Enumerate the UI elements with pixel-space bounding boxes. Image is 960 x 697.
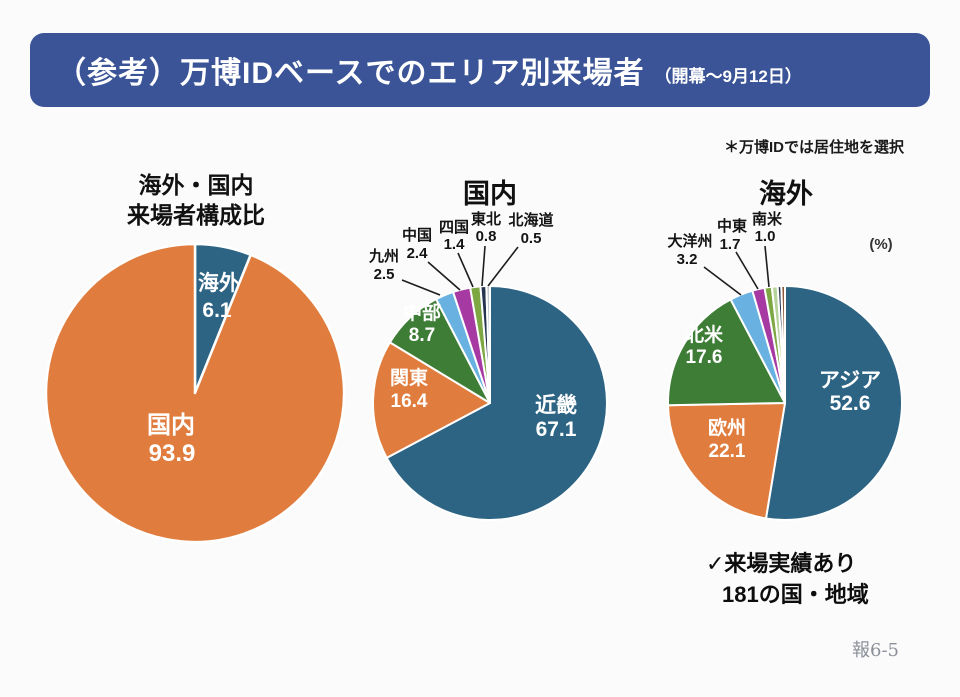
pie-value-九州: 2.5 [374,266,395,283]
pie-value-アジア: 52.6 [830,392,871,415]
pie-label-国内: 国内 [147,412,195,439]
page-title: （参考）万博IDベースでのエリア別来場者 [56,57,645,90]
pie-label-関東: 関東 [390,366,428,389]
pie-chart-overseas: アジア 52.6 欧州 22.1 北米 17.6 大洋州 3.2 中東 1.7 南米 1.0 (%) [650,200,930,530]
pie-value-海外: 6.1 [202,299,232,322]
pie-value-中東: 1.7 [720,236,741,253]
pie-label-北米: 北米 [685,323,724,346]
pie-label-南米: 南米 [752,210,783,228]
pie-label-中国: 中国 [402,226,432,244]
leader-line [457,252,474,288]
pie-value-南米: 1.0 [755,228,776,245]
leader-line [401,279,441,296]
pie-value-中国: 2.4 [407,245,429,262]
pie-value-近畿: 67.1 [536,418,577,441]
pie-label-欧州: 欧州 [708,416,746,439]
pie-value-東北: 0.8 [476,228,497,245]
pie-chart-domestic: 近畿 67.1 関東 16.4 中部 8.7 九州 2.5 中国 2.4 四国 1.4 東北 0.8 北海道… [360,200,640,530]
pie-label-九州: 九州 [368,247,399,265]
pie-value-関東: 16.4 [391,391,428,412]
domestic-chart-title: 国内 [463,179,517,209]
composition-chart-title-line2: 来場者構成比 [127,202,265,228]
composition-chart-title-line1: 海外・国内 [138,172,254,198]
leader-line [764,245,770,288]
residence-note: ＊万博IDでは居住地を選択 [723,139,904,156]
pie-slice-欧州 [667,402,786,520]
pie-label-中東: 中東 [717,217,747,235]
visit-record-note-line1: ✓来場実績あり [706,551,857,576]
pie-slice-国内 [44,242,346,544]
pie-slice-北米 [667,298,786,407]
pie-label-四国: 四国 [439,219,469,236]
pie-label-大洋州: 大洋州 [667,232,712,250]
pie-label-海外: 海外 [198,271,240,295]
page-title-period: （開幕～9月12日） [654,66,802,86]
pie-value-北米: 17.6 [686,347,723,368]
pie-label-近畿: 近畿 [535,393,577,417]
page-number: 報6-5 [852,640,899,661]
pie-label-中部: 中部 [403,301,441,324]
leader-line [427,261,461,291]
pie-label-北海道: 北海道 [508,211,553,229]
leader-line [487,246,519,287]
percent-unit-label: (%) [869,236,892,253]
pie-slice-アジア [764,285,903,521]
overseas-chart-title: 海外 [759,179,813,209]
pie-value-中部: 8.7 [409,325,435,346]
pie-slice-関東 [372,341,491,459]
leader-line [735,251,759,290]
pie-value-国内: 93.9 [149,440,196,467]
leader-line [481,245,486,287]
pie-slice-segment-8 [780,285,786,404]
pie-chart-composition: 海外 6.1 国内 93.9 [35,240,355,550]
composition-chart-title: 海外・国内 来場者構成比 [76,170,316,230]
pie-label-アジア: アジア [819,369,881,392]
header: （参考）万博IDベースでのエリア別来場者 （開幕～9月12日） [30,33,930,107]
visit-record-note-line2: 181の国・地域 [722,582,869,607]
pie-slice-近畿 [385,285,608,521]
pie-value-北海道: 0.5 [521,230,542,247]
pie-label-東北: 東北 [471,210,501,228]
pie-value-四国: 1.4 [444,236,466,253]
pie-value-大洋州: 3.2 [677,251,698,268]
pie-value-欧州: 22.1 [709,441,746,462]
leader-line [703,266,742,296]
